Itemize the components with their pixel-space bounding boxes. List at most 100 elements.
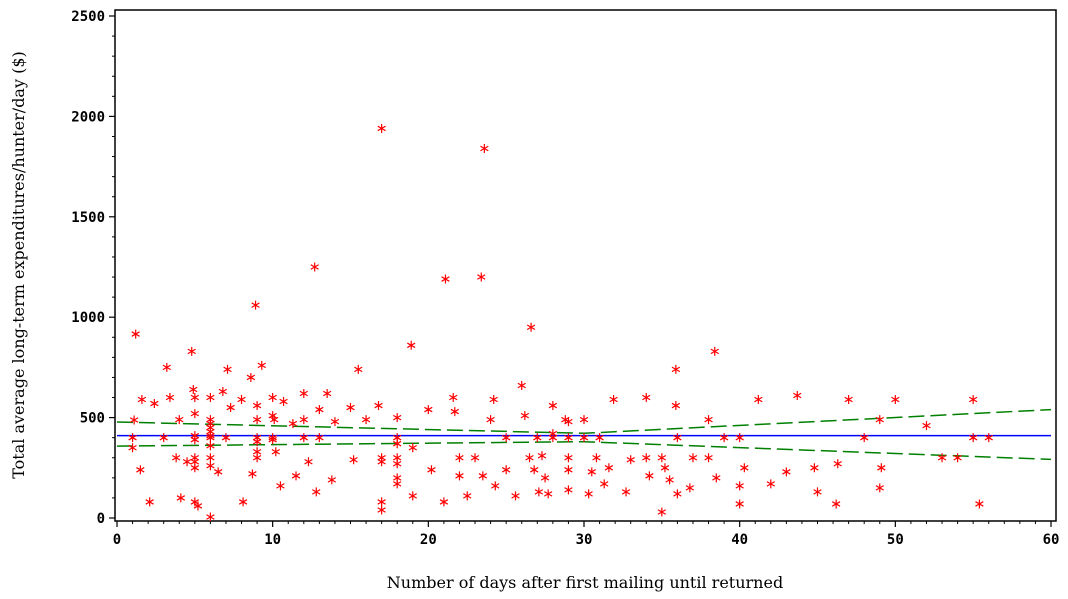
data-point	[176, 493, 186, 503]
data-point	[223, 364, 232, 374]
data-point	[190, 393, 200, 403]
data-point	[642, 393, 651, 403]
data-point	[408, 443, 417, 453]
data-point	[537, 451, 547, 461]
data-point	[129, 415, 139, 425]
data-point	[671, 401, 681, 411]
data-point	[131, 329, 140, 339]
data-point	[875, 415, 884, 425]
data-point	[984, 433, 993, 443]
data-point	[660, 463, 670, 473]
data-point	[719, 433, 729, 443]
data-point	[206, 461, 215, 471]
data-point	[579, 433, 589, 443]
data-point	[145, 497, 154, 507]
y-tick-label: 0	[97, 511, 105, 527]
data-point	[793, 391, 802, 401]
data-point	[548, 401, 558, 411]
data-point	[735, 433, 744, 443]
data-point	[953, 453, 962, 463]
data-point	[621, 487, 631, 497]
data-point	[740, 463, 749, 473]
x-tick-label: 50	[887, 532, 904, 548]
data-point	[604, 463, 614, 473]
data-point	[534, 487, 544, 497]
y-tick-label: 1000	[71, 310, 105, 326]
data-point	[270, 415, 279, 425]
data-point	[377, 123, 386, 133]
data-point	[540, 473, 550, 483]
data-point	[810, 463, 819, 473]
data-point	[299, 433, 308, 443]
data-point	[657, 507, 667, 517]
data-point	[543, 489, 553, 499]
data-point	[673, 433, 682, 443]
data-point	[704, 415, 713, 425]
data-point	[486, 415, 495, 425]
data-point	[491, 481, 500, 491]
data-point	[671, 364, 681, 374]
data-point	[349, 455, 358, 465]
data-point	[407, 340, 416, 350]
data-point	[310, 262, 319, 272]
data-point	[221, 433, 231, 443]
data-point	[564, 453, 573, 463]
data-point	[237, 395, 246, 405]
data-point	[673, 489, 682, 499]
x-tick-label: 0	[113, 532, 121, 548]
data-point	[288, 419, 298, 429]
data-point	[189, 384, 198, 394]
data-point	[312, 487, 321, 497]
y-axis-ticks: 0 500 1000 1500 2000 2500	[71, 9, 115, 527]
data-point	[377, 505, 386, 515]
data-point	[833, 459, 842, 469]
data-point	[520, 411, 530, 421]
data-point	[891, 395, 900, 405]
data-point	[206, 433, 215, 443]
data-point	[587, 467, 596, 477]
y-tick-label: 2000	[71, 109, 105, 125]
data-point	[252, 401, 262, 411]
data-point	[831, 499, 841, 509]
y-tick-label: 2500	[71, 9, 105, 25]
data-point	[206, 453, 215, 463]
data-point	[712, 473, 721, 483]
data-point	[271, 447, 280, 457]
data-point	[665, 475, 674, 485]
data-point	[877, 463, 886, 473]
data-point	[257, 360, 266, 370]
data-point	[354, 364, 363, 374]
data-point	[449, 393, 458, 403]
data-point	[710, 346, 719, 356]
data-point	[268, 435, 277, 445]
data-point	[439, 497, 449, 507]
data-point	[193, 501, 203, 511]
data-point	[735, 481, 744, 491]
x-tick-label: 40	[731, 532, 748, 548]
data-point	[564, 465, 573, 475]
data-point	[175, 415, 184, 425]
data-point	[688, 453, 698, 463]
data-point	[315, 405, 324, 415]
data-point	[609, 395, 618, 405]
data-point	[377, 457, 386, 467]
data-point	[150, 399, 159, 409]
data-point	[393, 439, 402, 449]
data-point	[128, 443, 137, 453]
data-point	[704, 453, 713, 463]
y-axis-label: Total average long-term expenditures/hun…	[9, 51, 28, 479]
data-point	[128, 433, 137, 443]
data-point	[975, 499, 984, 509]
data-point	[361, 415, 371, 425]
data-point	[968, 395, 978, 405]
data-point	[766, 479, 775, 489]
data-point	[592, 453, 601, 463]
data-point	[315, 433, 324, 443]
data-point	[252, 437, 262, 447]
data-point	[393, 413, 402, 423]
data-point	[441, 274, 450, 284]
data-point	[252, 453, 262, 463]
data-point	[470, 453, 480, 463]
data-point	[860, 433, 869, 443]
x-tick-label: 60	[1043, 532, 1060, 548]
